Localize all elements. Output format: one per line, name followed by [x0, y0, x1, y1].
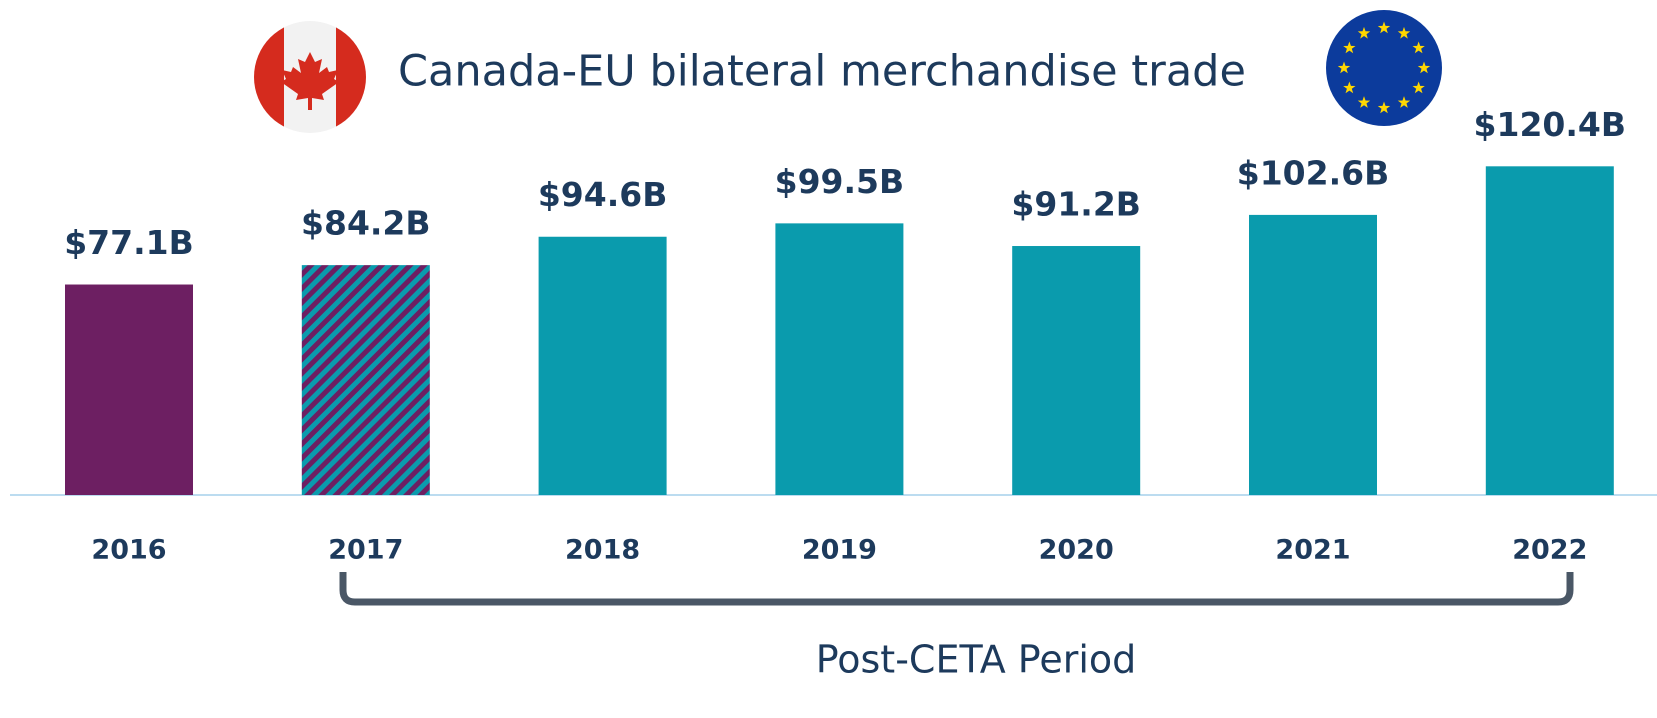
value-label: $84.2B — [301, 204, 431, 243]
bar — [538, 236, 667, 495]
canada-flag — [254, 21, 366, 133]
value-label: $102.6B — [1237, 153, 1390, 192]
star — [1397, 96, 1411, 108]
star — [1357, 26, 1371, 39]
value-label: $91.2B — [1011, 185, 1141, 224]
bar — [1012, 246, 1141, 495]
bar — [301, 265, 430, 495]
star — [1377, 101, 1391, 114]
bar — [775, 223, 904, 496]
star — [1357, 96, 1371, 108]
value-label: $77.1B — [64, 223, 194, 262]
value-label: $94.6B — [538, 175, 668, 214]
x-tick-label: 2017 — [328, 535, 403, 566]
x-tick-label: 2018 — [565, 535, 640, 566]
eu-flag — [1326, 10, 1442, 126]
star — [1337, 61, 1351, 74]
star — [1377, 21, 1391, 34]
x-tick-label: 2022 — [1512, 535, 1587, 566]
star — [1343, 41, 1356, 54]
bar — [1485, 166, 1614, 496]
bracket — [339, 572, 1574, 606]
star — [1417, 61, 1431, 74]
value-label: $120.4B — [1474, 105, 1627, 144]
bar — [65, 284, 193, 495]
star — [1412, 41, 1425, 54]
chart-title: Canada-EU bilateral merchandise trade — [398, 47, 1246, 97]
star — [1397, 26, 1411, 39]
bar — [1249, 214, 1377, 496]
x-tick-label: 2021 — [1275, 535, 1350, 566]
star — [1343, 81, 1356, 94]
star — [1412, 81, 1425, 94]
value-label: $99.5B — [775, 162, 905, 201]
x-tick-label: 2019 — [802, 535, 877, 566]
annotation: Post-CETA Period — [816, 638, 1137, 682]
x-tick-label: 2020 — [1039, 535, 1114, 566]
x-tick-label: 2016 — [91, 535, 166, 566]
